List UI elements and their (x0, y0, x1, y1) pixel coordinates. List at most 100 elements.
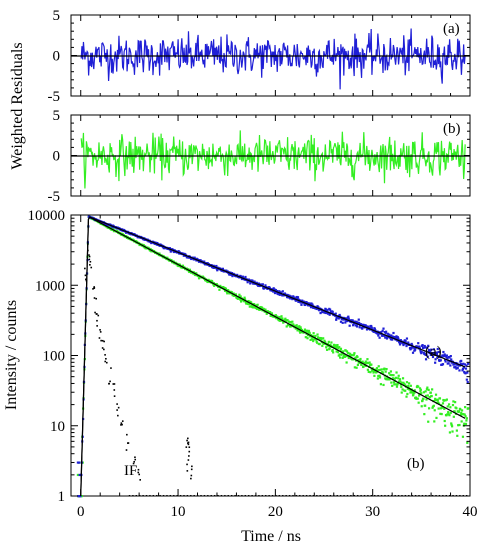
if-point (93, 286, 95, 288)
decay-point-b (347, 356, 350, 360)
decay-point-b (373, 374, 376, 377)
decay-point-b (263, 308, 266, 311)
if-baseline-point (455, 495, 458, 497)
decay-point-b (366, 358, 369, 361)
if-baseline-point (224, 495, 226, 497)
decay-ticks: 10000 1000 100 10 10 10 20 30 40 (28, 208, 478, 520)
decay-point-b (413, 389, 416, 392)
decay-point-b (422, 397, 425, 400)
if-point (187, 437, 189, 440)
decay-point-b (379, 383, 383, 386)
decay-point-b (361, 360, 364, 363)
decay-point-b (256, 303, 259, 306)
decay-point-b (238, 293, 241, 296)
decay-point-b (394, 376, 398, 379)
if-baseline-point (241, 495, 243, 497)
decay-point-a (410, 347, 413, 350)
decay-point-b (348, 352, 352, 355)
decay-point-b (464, 422, 468, 425)
if-point (133, 461, 135, 463)
if-baseline-point (360, 495, 362, 497)
decay-point-b (345, 350, 349, 353)
decay-point-b (337, 354, 340, 357)
decay-point-a (317, 306, 320, 309)
decay-point-b (359, 357, 362, 361)
if-baseline-point (305, 495, 308, 497)
if-point (113, 395, 116, 397)
decay-point-a (391, 338, 394, 341)
decay-point-b (415, 397, 418, 400)
decay-point-a (466, 381, 469, 384)
if-baseline-point (394, 495, 396, 497)
decay-point-b (388, 372, 391, 375)
decay-point-a (353, 322, 356, 325)
residuals-b-ticks: 5 0 -5 (48, 108, 471, 205)
decay-point-a (412, 346, 415, 349)
if-point (88, 254, 90, 256)
decay-point-b (345, 355, 348, 358)
decay-point-a (435, 351, 438, 354)
decay-point-a (292, 295, 295, 298)
if-point (105, 357, 107, 360)
decay-point-b (306, 334, 310, 337)
decay-point-a (344, 321, 347, 324)
decay-point-b (336, 351, 340, 354)
decay-point-a (405, 337, 409, 340)
if-point (127, 442, 129, 444)
decay-point-b (393, 383, 396, 386)
y-tick-label: 5 (53, 8, 61, 24)
residuals-y-axis-label: Weighted Residuals (9, 42, 26, 169)
decay-point-b (278, 316, 281, 319)
decay-point-a (395, 337, 399, 340)
decay-point-b (449, 406, 452, 409)
decay-point-b (409, 384, 412, 387)
decay-point-b (166, 256, 169, 259)
decay-point-a (199, 259, 202, 262)
decay-point-b (448, 414, 451, 417)
decay-point-b (354, 356, 357, 359)
decay-point-b (377, 374, 380, 378)
decay-point-b (397, 377, 400, 380)
if-baseline-point (292, 495, 294, 497)
decay-point-b (253, 306, 256, 309)
decay-point-b (306, 337, 309, 340)
decay-point-a (411, 351, 415, 354)
decay-point-b (240, 300, 243, 303)
if-point (120, 422, 123, 424)
decay-point-b (291, 320, 294, 323)
decay-point-a (438, 359, 441, 362)
decay-point-b (311, 334, 314, 338)
decay-point-a (327, 312, 330, 315)
decay-point-b (213, 284, 216, 287)
if-point (101, 347, 104, 349)
decay-point-a (182, 254, 185, 257)
if-baseline-point (261, 495, 264, 497)
decay-point-a (311, 303, 314, 306)
if-baseline-point (336, 495, 338, 497)
decay-point-b (445, 398, 448, 401)
decay-point-b (76, 473, 80, 477)
decay-point-b (364, 362, 367, 365)
if-point (121, 423, 123, 426)
decay-point-a (280, 291, 283, 295)
decay-point-a (357, 318, 360, 321)
if-point (94, 311, 96, 314)
decay-point-b (311, 336, 314, 339)
decay-point-a (294, 299, 297, 302)
decay-point-a (215, 264, 218, 268)
if-point (132, 462, 135, 465)
decay-point-b (381, 372, 385, 375)
decay-point-b (320, 338, 323, 341)
decay-point-b (356, 355, 359, 359)
if-point (126, 433, 128, 436)
decay-point-b (310, 338, 313, 341)
decay-point-b (434, 393, 438, 396)
decay-point-a (335, 318, 338, 321)
decay-point-b (427, 407, 431, 410)
decay-point-a (342, 318, 345, 321)
decay-point-a (341, 321, 344, 324)
decay-point-b (289, 320, 293, 324)
if-baseline-point (322, 495, 325, 497)
y-tick-label: 10 (50, 419, 65, 435)
decay-point-a (253, 280, 256, 283)
